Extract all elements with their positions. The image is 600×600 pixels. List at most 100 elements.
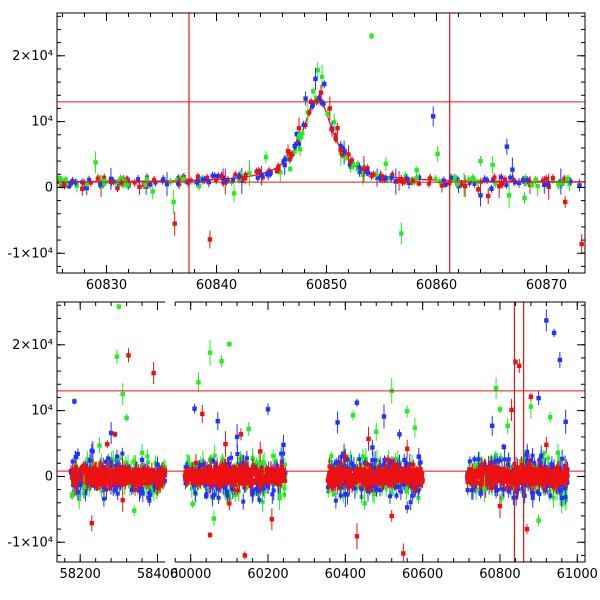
data-point [342,484,347,489]
data-point [112,473,117,479]
data-point [497,467,502,472]
data-point [514,495,519,500]
data-point [514,483,519,488]
data-point [243,479,248,484]
data-point [493,452,498,457]
data-point [303,123,308,128]
data-point [96,476,101,481]
data-point [560,456,565,461]
data-point [407,462,412,467]
data-point [367,484,372,489]
data-point [489,482,494,487]
data-point [256,461,261,466]
data-point [87,486,92,491]
data-point [266,470,271,476]
data-point [126,466,131,471]
data-point [224,489,229,494]
data-point [494,488,499,493]
data-point [345,457,350,462]
data-point [332,120,337,125]
data-point [395,478,400,483]
data-point [499,175,504,180]
data-point [322,81,327,87]
data-point [416,496,421,501]
data-point [86,475,91,481]
data-point [240,479,246,484]
data-point [360,461,365,466]
data-point [368,479,373,484]
data-point [508,175,513,180]
data-point [217,477,222,482]
data-point [486,193,491,199]
data-point [83,465,88,470]
data-point [131,484,136,489]
data-point [566,176,571,181]
data-point [522,468,528,473]
data-point [346,152,351,157]
data-point [257,469,262,474]
data-point [288,166,293,172]
data-point [292,144,297,149]
data-point [89,475,94,481]
data-point [212,173,217,178]
data-point [262,476,267,482]
data-point [98,476,104,481]
data-point [506,457,511,462]
data-point [144,479,149,484]
data-point [297,147,303,152]
data-point [391,477,396,482]
data-point [228,490,233,495]
data-point [57,175,61,180]
data-point [151,474,156,479]
data-point [543,478,548,484]
data-point [203,472,209,477]
data-point [347,481,352,486]
data-point [88,180,93,185]
data-point [150,467,156,473]
data-point [441,178,446,183]
data-point [530,453,535,458]
data-point [63,177,68,182]
data-point [269,467,275,472]
data-point [402,179,407,184]
data-point [515,465,520,470]
data-point [437,179,442,184]
data-point [400,482,405,487]
data-point [361,469,366,475]
data-point [73,476,78,481]
data-point [118,176,123,181]
data-point [383,176,388,181]
data-point [377,468,382,473]
data-point [449,175,454,180]
data-point [504,144,510,149]
data-point [325,111,330,116]
data-point [402,469,407,475]
data-point [414,480,419,486]
data-point [363,456,368,461]
data-point [221,473,226,479]
data-point [229,455,234,460]
data-point [403,485,408,490]
data-point [282,162,287,168]
data-point [131,459,136,464]
data-point [472,181,477,186]
data-point [563,486,568,491]
data-point [164,181,170,187]
data-point [303,96,308,101]
data-point [120,481,125,486]
data-point [215,469,220,475]
data-point [278,482,283,487]
data-point [337,475,343,481]
data-point [147,490,152,495]
data-point [100,482,105,487]
data-point [221,482,226,487]
data-point [161,177,166,182]
data-point [70,475,75,480]
data-point [122,479,128,484]
data-point [171,199,176,205]
data-point [103,475,109,480]
data-point [366,470,371,476]
data-point [418,460,423,465]
data-point [507,470,512,476]
data-point [200,177,205,182]
